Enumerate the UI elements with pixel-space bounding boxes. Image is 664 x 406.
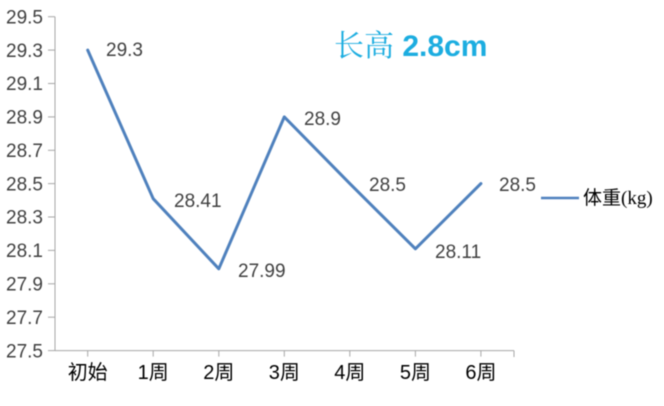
- svg-text:28.5: 28.5: [499, 175, 536, 196]
- svg-text:4周: 4周: [334, 362, 365, 384]
- svg-text:27.99: 27.99: [238, 261, 286, 282]
- svg-text:28.11: 28.11: [435, 242, 481, 263]
- svg-text:初始: 初始: [68, 361, 108, 384]
- svg-text:28.7: 28.7: [6, 141, 43, 162]
- svg-text:28.3: 28.3: [6, 208, 43, 229]
- svg-text:27.9: 27.9: [6, 275, 43, 296]
- svg-text:28.5: 28.5: [6, 174, 43, 195]
- svg-text:2周: 2周: [203, 362, 234, 384]
- svg-text:28.9: 28.9: [304, 109, 341, 130]
- svg-text:27.7: 27.7: [6, 308, 43, 329]
- svg-text:29.3: 29.3: [6, 41, 43, 62]
- svg-text:28.9: 28.9: [6, 108, 43, 129]
- svg-text:体重(kg): 体重(kg): [583, 187, 653, 209]
- svg-text:6周: 6周: [465, 362, 496, 384]
- svg-text:27.5: 27.5: [6, 341, 43, 362]
- svg-text:长高 2.8cm: 长高 2.8cm: [334, 21, 487, 65]
- svg-text:29.1: 29.1: [6, 74, 43, 95]
- svg-text:5周: 5周: [400, 362, 431, 384]
- svg-text:28.1: 28.1: [6, 241, 43, 262]
- svg-text:1周: 1周: [138, 362, 169, 384]
- svg-text:3周: 3周: [269, 362, 300, 384]
- svg-text:29.3: 29.3: [106, 40, 143, 61]
- svg-text:28.41: 28.41: [174, 191, 222, 212]
- svg-text:29.5: 29.5: [6, 7, 43, 28]
- svg-text:28.5: 28.5: [369, 175, 406, 196]
